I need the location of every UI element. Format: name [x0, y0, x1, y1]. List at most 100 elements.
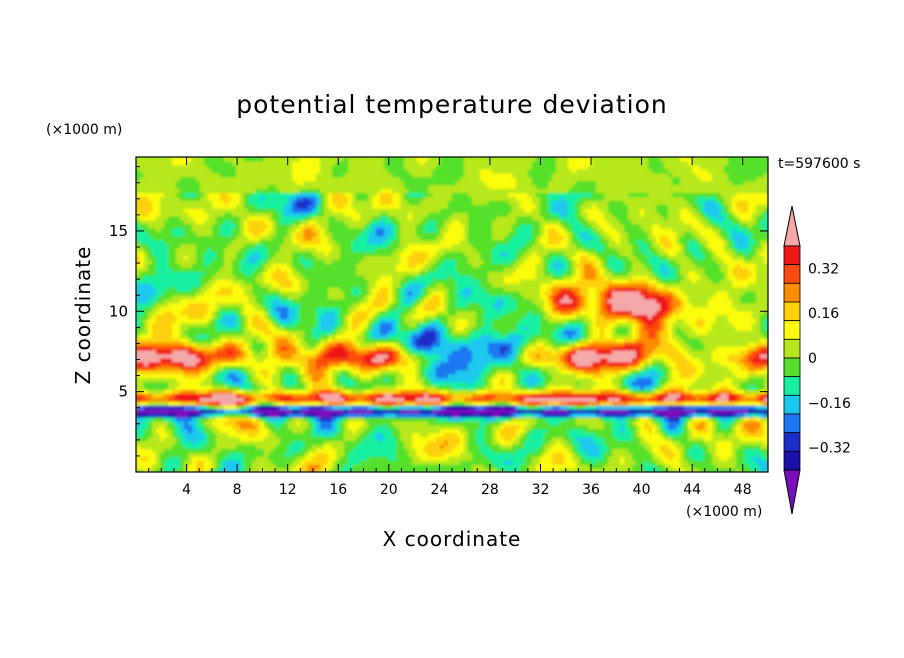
heatmap-cell: [404, 357, 409, 363]
heatmap-cell: [304, 405, 309, 410]
heatmap-cell: [388, 397, 393, 402]
heatmap-cell: [536, 349, 541, 355]
heatmap-cell: [288, 428, 293, 434]
heatmap-cell: [264, 468, 269, 472]
heatmap-cell: [760, 440, 765, 446]
heatmap-cell: [632, 428, 637, 434]
heatmap-cell: [412, 401, 417, 406]
heatmap-cell: [460, 464, 465, 469]
heatmap-cell: [368, 432, 373, 438]
heatmap-cell: [736, 464, 741, 469]
heatmap-cell: [744, 456, 749, 461]
heatmap-cell: [680, 409, 685, 414]
heatmap-cell: [712, 401, 717, 406]
heatmap-cell: [568, 460, 573, 465]
heatmap-cell: [688, 357, 693, 363]
heatmap-cell: [760, 428, 765, 434]
heatmap-cell: [568, 409, 573, 414]
heatmap-cell: [692, 468, 697, 472]
heatmap-cell: [632, 349, 637, 355]
heatmap-cell: [264, 436, 269, 442]
heatmap-cell: [628, 464, 633, 469]
heatmap-cell: [220, 420, 225, 426]
heatmap-cell: [604, 464, 609, 469]
heatmap-cell: [668, 412, 673, 418]
heatmap-cell: [472, 381, 477, 386]
heatmap-cell: [444, 444, 449, 449]
heatmap-cell: [376, 397, 381, 402]
heatmap-cell: [316, 456, 321, 461]
heatmap-cell: [336, 432, 341, 438]
heatmap-cell: [204, 361, 209, 367]
heatmap-cell: [236, 401, 241, 406]
heatmap-cell: [608, 432, 613, 438]
heatmap-cell: [752, 428, 757, 434]
heatmap-cell: [172, 416, 177, 422]
heatmap-cell: [324, 424, 329, 430]
heatmap-cell: [296, 405, 301, 410]
heatmap-cell: [176, 401, 181, 406]
heatmap-cell: [296, 369, 301, 375]
heatmap-cell: [560, 357, 565, 363]
heatmap-cell: [168, 357, 173, 363]
heatmap-cell: [576, 365, 581, 371]
heatmap-cell: [244, 432, 249, 438]
heatmap-cell: [572, 412, 577, 418]
heatmap-cell: [684, 361, 689, 367]
heatmap-cell: [760, 393, 765, 398]
heatmap-cell: [632, 452, 637, 457]
heatmap-cell: [316, 381, 321, 386]
heatmap-cell: [748, 409, 753, 414]
heatmap-cell: [280, 424, 285, 430]
heatmap-cell: [664, 385, 669, 390]
heatmap-cell: [492, 456, 497, 461]
heatmap-cell: [444, 397, 449, 402]
heatmap-cell: [464, 452, 469, 457]
heatmap-cell: [700, 460, 705, 465]
heatmap-cell: [676, 409, 681, 414]
heatmap-cell: [688, 353, 693, 359]
heatmap-cell: [308, 369, 313, 375]
heatmap-cell: [612, 365, 617, 371]
heatmap-cell: [292, 412, 297, 418]
heatmap-cell: [656, 436, 661, 442]
heatmap-cell: [620, 460, 625, 465]
heatmap-cell: [212, 405, 217, 410]
heatmap-cell: [532, 456, 537, 461]
heatmap-cell: [564, 377, 569, 383]
heatmap-cell: [672, 373, 677, 379]
heatmap-cell: [532, 369, 537, 375]
heatmap-cell: [216, 424, 221, 430]
heatmap-cell: [612, 456, 617, 461]
heatmap-cell: [216, 460, 221, 465]
heatmap-cell: [704, 361, 709, 367]
heatmap-cell: [584, 444, 589, 449]
heatmap-cell: [484, 369, 489, 375]
heatmap-cell: [624, 361, 629, 367]
heatmap-cell: [256, 436, 261, 442]
heatmap-cell: [472, 416, 477, 422]
heatmap-cell: [360, 373, 365, 379]
heatmap-cell: [604, 436, 609, 442]
heatmap-cell: [240, 409, 245, 414]
heatmap-cell: [392, 385, 397, 390]
heatmap-cell: [152, 448, 157, 453]
heatmap-cell: [296, 357, 301, 363]
heatmap-cell: [188, 432, 193, 438]
heatmap-cell: [512, 389, 517, 394]
heatmap-cell: [588, 464, 593, 469]
heatmap-cell: [484, 432, 489, 438]
heatmap-cell: [248, 385, 253, 390]
heatmap-cell: [720, 373, 725, 379]
heatmap-cell: [220, 405, 225, 410]
heatmap-cell: [764, 460, 768, 465]
heatmap-cell: [528, 460, 533, 465]
heatmap-cell: [764, 353, 768, 359]
heatmap-cell: [744, 369, 749, 375]
heatmap-cell: [640, 456, 645, 461]
heatmap-cell: [688, 436, 693, 442]
heatmap-cell: [428, 448, 433, 453]
heatmap-cell: [692, 393, 697, 398]
heatmap-cell: [600, 428, 605, 434]
heatmap-cell: [496, 444, 501, 449]
